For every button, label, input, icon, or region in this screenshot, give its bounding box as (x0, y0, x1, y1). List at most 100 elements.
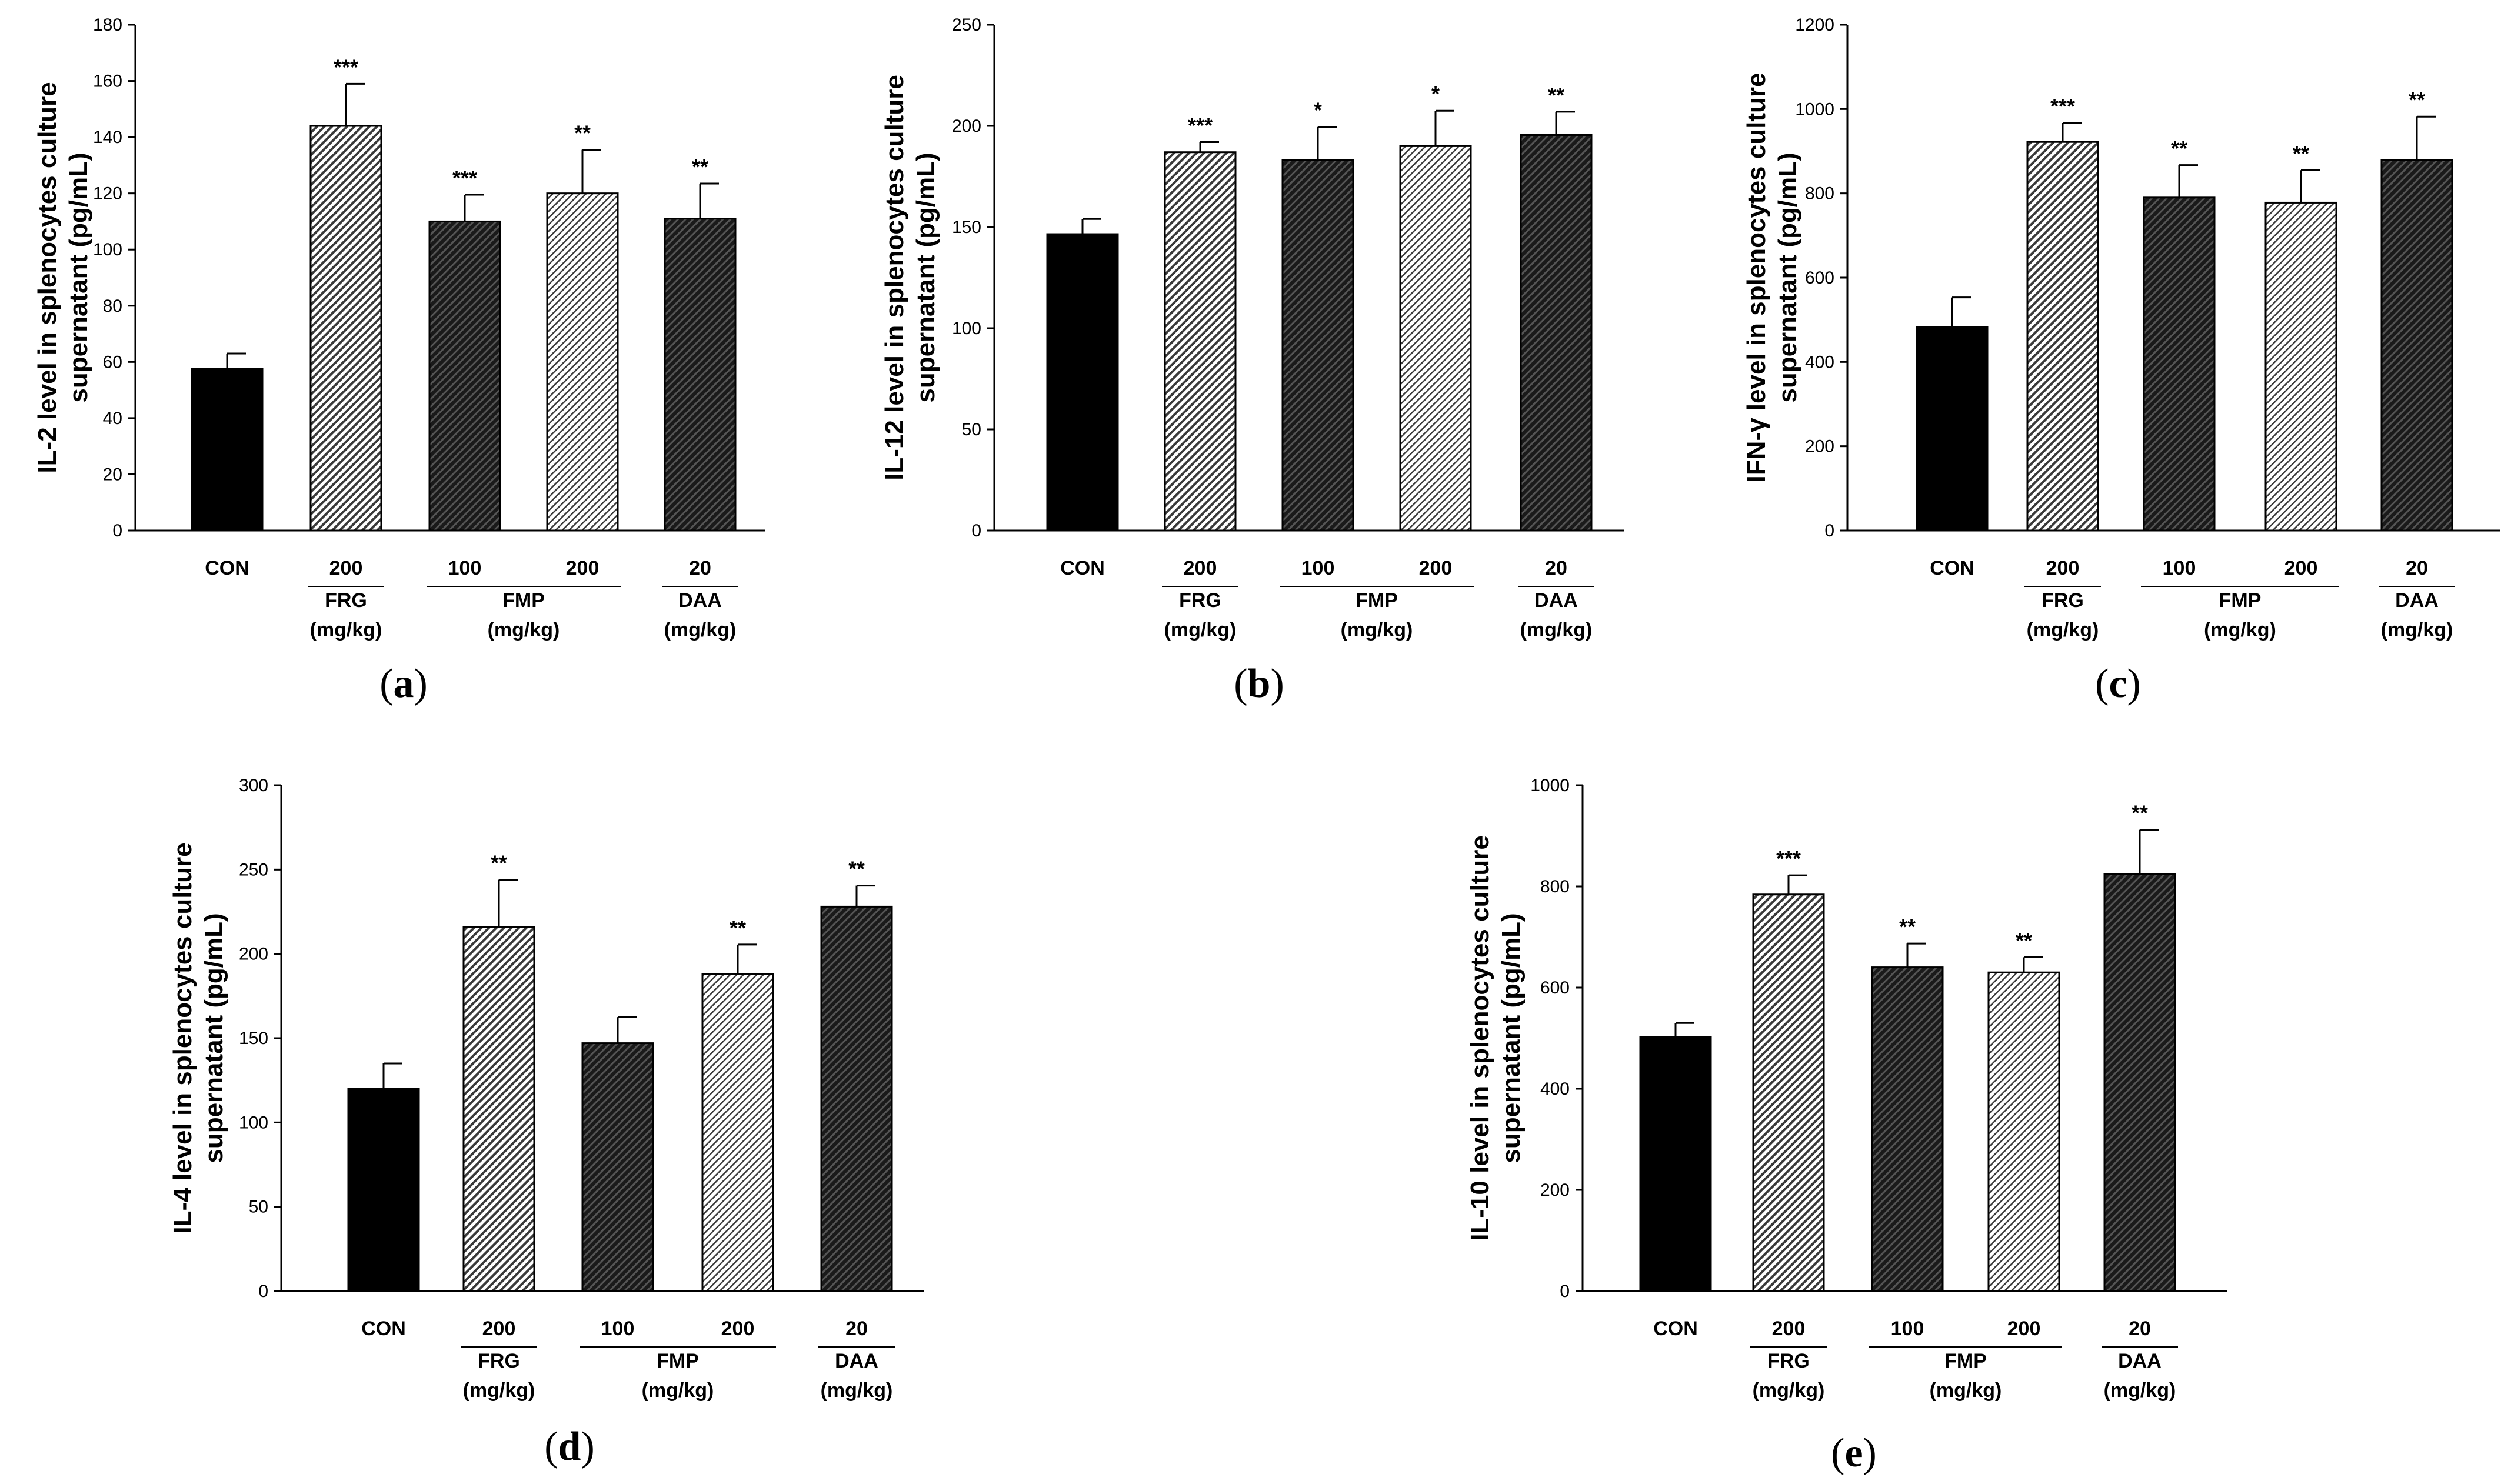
chart-panel-c: 0 200 400 600 800 1000 1200 IFN-γ level in sple… (1742, 15, 2500, 706)
bar-fmp-200 (1399, 145, 1472, 532)
group-unit-label: (mg/kg) (2104, 1379, 2176, 1402)
significance-marker: *** (452, 166, 477, 190)
dose-label: 200 (1772, 1318, 1806, 1340)
y-tick-label: 600 (1805, 268, 1834, 288)
category-label-con: CON (1060, 557, 1105, 579)
y-tick-label: 200 (1805, 437, 1834, 456)
significance-marker: ** (2132, 801, 2148, 825)
bar-frg-200 (462, 926, 535, 1292)
bar-daa-20 (2380, 159, 2453, 532)
bar-con (1916, 326, 1989, 532)
bar-frg-200 (1752, 893, 1825, 1292)
y-tick-label: 100 (952, 319, 981, 338)
panel-label-close: ) (581, 1424, 594, 1469)
bar-daa-20 (2103, 873, 2176, 1292)
panel-label-letter: e (1844, 1430, 1863, 1476)
y-axis-title-line2: supernatant (pg/mL) (64, 152, 93, 402)
bar-daa-20 (820, 905, 893, 1292)
y-tick-label: 180 (93, 15, 122, 35)
group-unit-label: (mg/kg) (310, 619, 382, 641)
y-tick-label: 0 (258, 1282, 268, 1301)
panel-label: (a) (379, 661, 428, 706)
group-label-frg: FRG (1179, 589, 1221, 612)
panel-label-letter: a (394, 661, 414, 706)
group-label-daa: DAA (2395, 589, 2439, 612)
dose-label: 100 (1891, 1318, 1924, 1340)
panel-label-letter: d (558, 1424, 581, 1469)
group-unit-label: (mg/kg) (664, 619, 737, 641)
chart-panel-d: 0 50 100 150 200 250 300 IL-4 level in splenocy… (168, 776, 924, 1469)
y-tick-label: 50 (962, 420, 981, 439)
group-unit-label: (mg/kg) (463, 1379, 535, 1402)
significance-marker: ** (574, 121, 591, 145)
y-tick-label: 200 (1540, 1180, 1570, 1200)
panel-label-open: ( (379, 661, 393, 706)
bar-daa-20 (1520, 134, 1593, 532)
group-label-frg: FRG (1767, 1350, 1810, 1372)
significance-marker: ** (2171, 136, 2187, 161)
significance-marker: ** (2293, 141, 2309, 165)
bar-frg-200 (2026, 141, 2099, 532)
bar-fmp-100 (1281, 159, 1354, 532)
y-tick-label: 40 (103, 409, 122, 428)
bar-frg-200 (1164, 151, 1237, 532)
y-tick-label: 60 (103, 352, 122, 372)
group-label-frg: FRG (478, 1350, 520, 1372)
y-axis-title-line1: IL-4 level in splenocytes culture (168, 842, 197, 1233)
group-unit-label: (mg/kg) (1164, 619, 1237, 641)
group-label-daa: DAA (1534, 589, 1578, 612)
significance-marker: ** (1899, 915, 1916, 939)
significance-marker: * (1314, 98, 1322, 122)
significance-marker: *** (2050, 94, 2075, 118)
y-axis-title-line1: IL-10 level in splenocytes culture (1466, 835, 1494, 1241)
group-label-fmp: FMP (502, 589, 545, 612)
y-axis-title-line1: IL-12 level in splenocytes culture (880, 75, 909, 481)
significance-marker: ** (2409, 88, 2425, 112)
dose-label: 100 (601, 1318, 635, 1340)
bar-fmp-100 (1871, 966, 1944, 1292)
group-unit-label: (mg/kg) (2204, 619, 2276, 641)
dose-label: 200 (2007, 1318, 2041, 1340)
dose-label: 20 (689, 557, 711, 579)
y-tick-label: 0 (112, 521, 122, 541)
bar-fmp-100 (581, 1042, 654, 1292)
dose-label: 20 (2406, 557, 2428, 579)
chart-panel-e: 0 200 400 600 800 1000 IL-10 level in splenocy… (1466, 776, 2227, 1476)
panel-label-close: ) (1270, 661, 1284, 706)
category-label-con: CON (361, 1318, 406, 1340)
y-tick-label: 160 (93, 72, 122, 91)
panel-label: (c) (2095, 661, 2141, 706)
dose-label: 200 (1184, 557, 1217, 579)
group-unit-label: (mg/kg) (1753, 1379, 1825, 1402)
significance-marker: ** (848, 857, 865, 881)
panel-label-letter: b (1248, 661, 1271, 706)
panel-label-close: ) (1863, 1430, 1877, 1476)
dose-label: 200 (482, 1318, 516, 1340)
group-label-daa: DAA (2118, 1350, 2162, 1372)
group-unit-label: (mg/kg) (1930, 1379, 2002, 1402)
bar-fmp-200 (546, 192, 619, 532)
panel-label-open: ( (544, 1424, 558, 1469)
bar-con (191, 368, 264, 532)
y-axis-title-line2: supernatant (pg/mL) (1497, 913, 1526, 1163)
group-label-fmp: FMP (1944, 1350, 1987, 1372)
panel-label: (e) (1831, 1430, 1877, 1476)
significance-marker: ** (692, 155, 708, 179)
y-tick-label: 100 (93, 240, 122, 259)
y-tick-label: 150 (239, 1029, 268, 1048)
y-tick-label: 50 (249, 1198, 268, 1217)
y-axis-title-line2: supernatant (pg/mL) (199, 913, 228, 1163)
group-unit-label: (mg/kg) (821, 1379, 893, 1402)
panel-label-open: ( (1831, 1430, 1844, 1476)
group-unit-label: (mg/kg) (1341, 619, 1413, 641)
category-label-con: CON (1930, 557, 1974, 579)
panel-label-close: ) (414, 661, 428, 706)
significance-marker: *** (1776, 846, 1801, 871)
dose-label: 20 (845, 1318, 868, 1340)
panel-label-letter: c (2109, 661, 2127, 706)
group-label-frg: FRG (2042, 589, 2084, 612)
group-unit-label: (mg/kg) (642, 1379, 714, 1402)
dose-label: 200 (1419, 557, 1453, 579)
y-tick-label: 400 (1540, 1079, 1570, 1099)
